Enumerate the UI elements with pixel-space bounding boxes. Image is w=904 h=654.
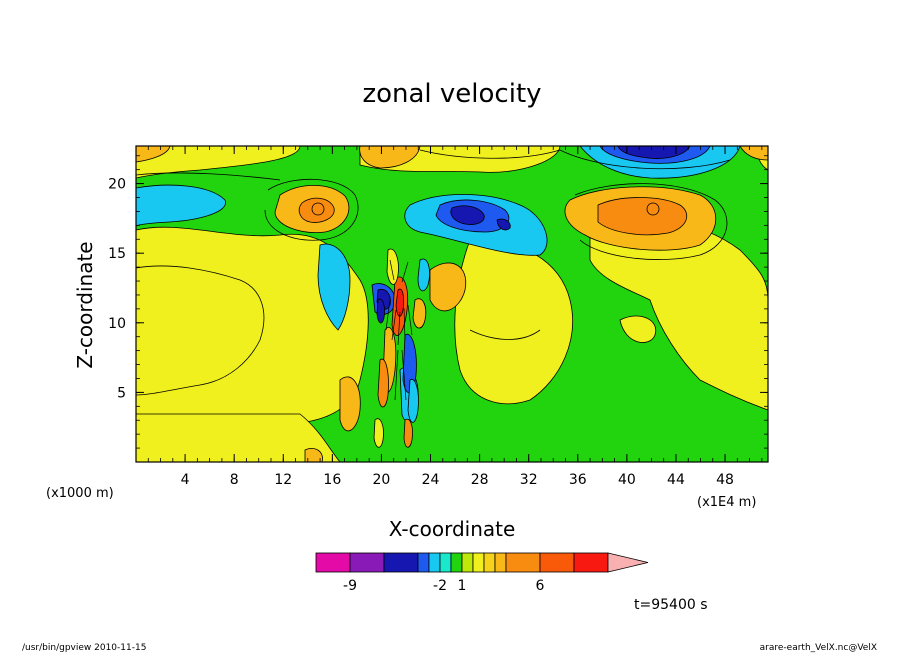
colorbar-cell [315,552,351,573]
colorbar-cell [439,552,452,573]
colorbar-cell [539,552,575,573]
colorbar-label: 1 [458,578,467,594]
colorbar-cell [494,552,507,573]
footer-right: arare-earth_VelX.nc@VelX [760,643,877,653]
y-axis: 5 10 15 20 [108,155,768,449]
x-axis: 4 8 12 16 20 24 28 32 36 40 44 48 [147,146,763,488]
colorbar-cell [428,552,441,573]
x-tick-label: 12 [274,472,292,488]
x-tick-label: 44 [667,472,685,488]
x-tick-label: 4 [181,472,190,488]
chart-title: zonal velocity [362,79,541,109]
plot-area [136,146,768,462]
x-tick-label: 40 [618,472,636,488]
colorbar-label: -9 [343,578,357,594]
y-tick-label: 5 [117,385,126,401]
colorbar-label: -2 [433,578,447,594]
contour-lines [136,149,731,396]
y-tick-label: 20 [108,177,126,193]
central-disturbance [373,248,430,448]
colorbar-cell [461,552,474,573]
colorbar-cell [573,552,609,573]
y-axis-label: Z-coordinate [73,241,97,368]
x-unit-note: (x1E4 m) [697,495,756,510]
colorbar-extend-arrow [607,552,649,573]
colorbar-cell [349,552,385,573]
x-tick-label: 32 [520,472,538,488]
colorbar-cell [383,552,419,573]
footer-left: /usr/bin/gpview 2010-11-15 [22,643,146,653]
x-axis-label: X-coordinate [389,517,516,541]
x-tick-label: 16 [323,472,341,488]
contour-fill-dark-blue [376,146,691,310]
colorbar-cell [483,552,496,573]
colorbar-cell [450,552,463,573]
colorbar-cell [505,552,541,573]
contour-fill-deep-orange [298,197,688,236]
plot-frame [135,145,769,463]
colorbar-cell [417,552,430,573]
x-tick-label: 8 [230,472,239,488]
x-tick-label: 20 [373,472,391,488]
y-unit-note: (x1000 m) [46,486,114,501]
y-tick-label: 15 [108,246,126,262]
y-tick-label: 10 [108,316,126,332]
colorbar-label: 6 [536,578,545,594]
colorbar: -9 -2 1 6 [315,552,649,594]
x-tick-label: 24 [422,472,440,488]
x-tick-label: 28 [471,472,489,488]
colorbar-cell [472,552,485,573]
time-label: t=95400 s [634,597,708,613]
x-tick-label: 36 [569,472,587,488]
x-tick-label: 48 [716,472,734,488]
